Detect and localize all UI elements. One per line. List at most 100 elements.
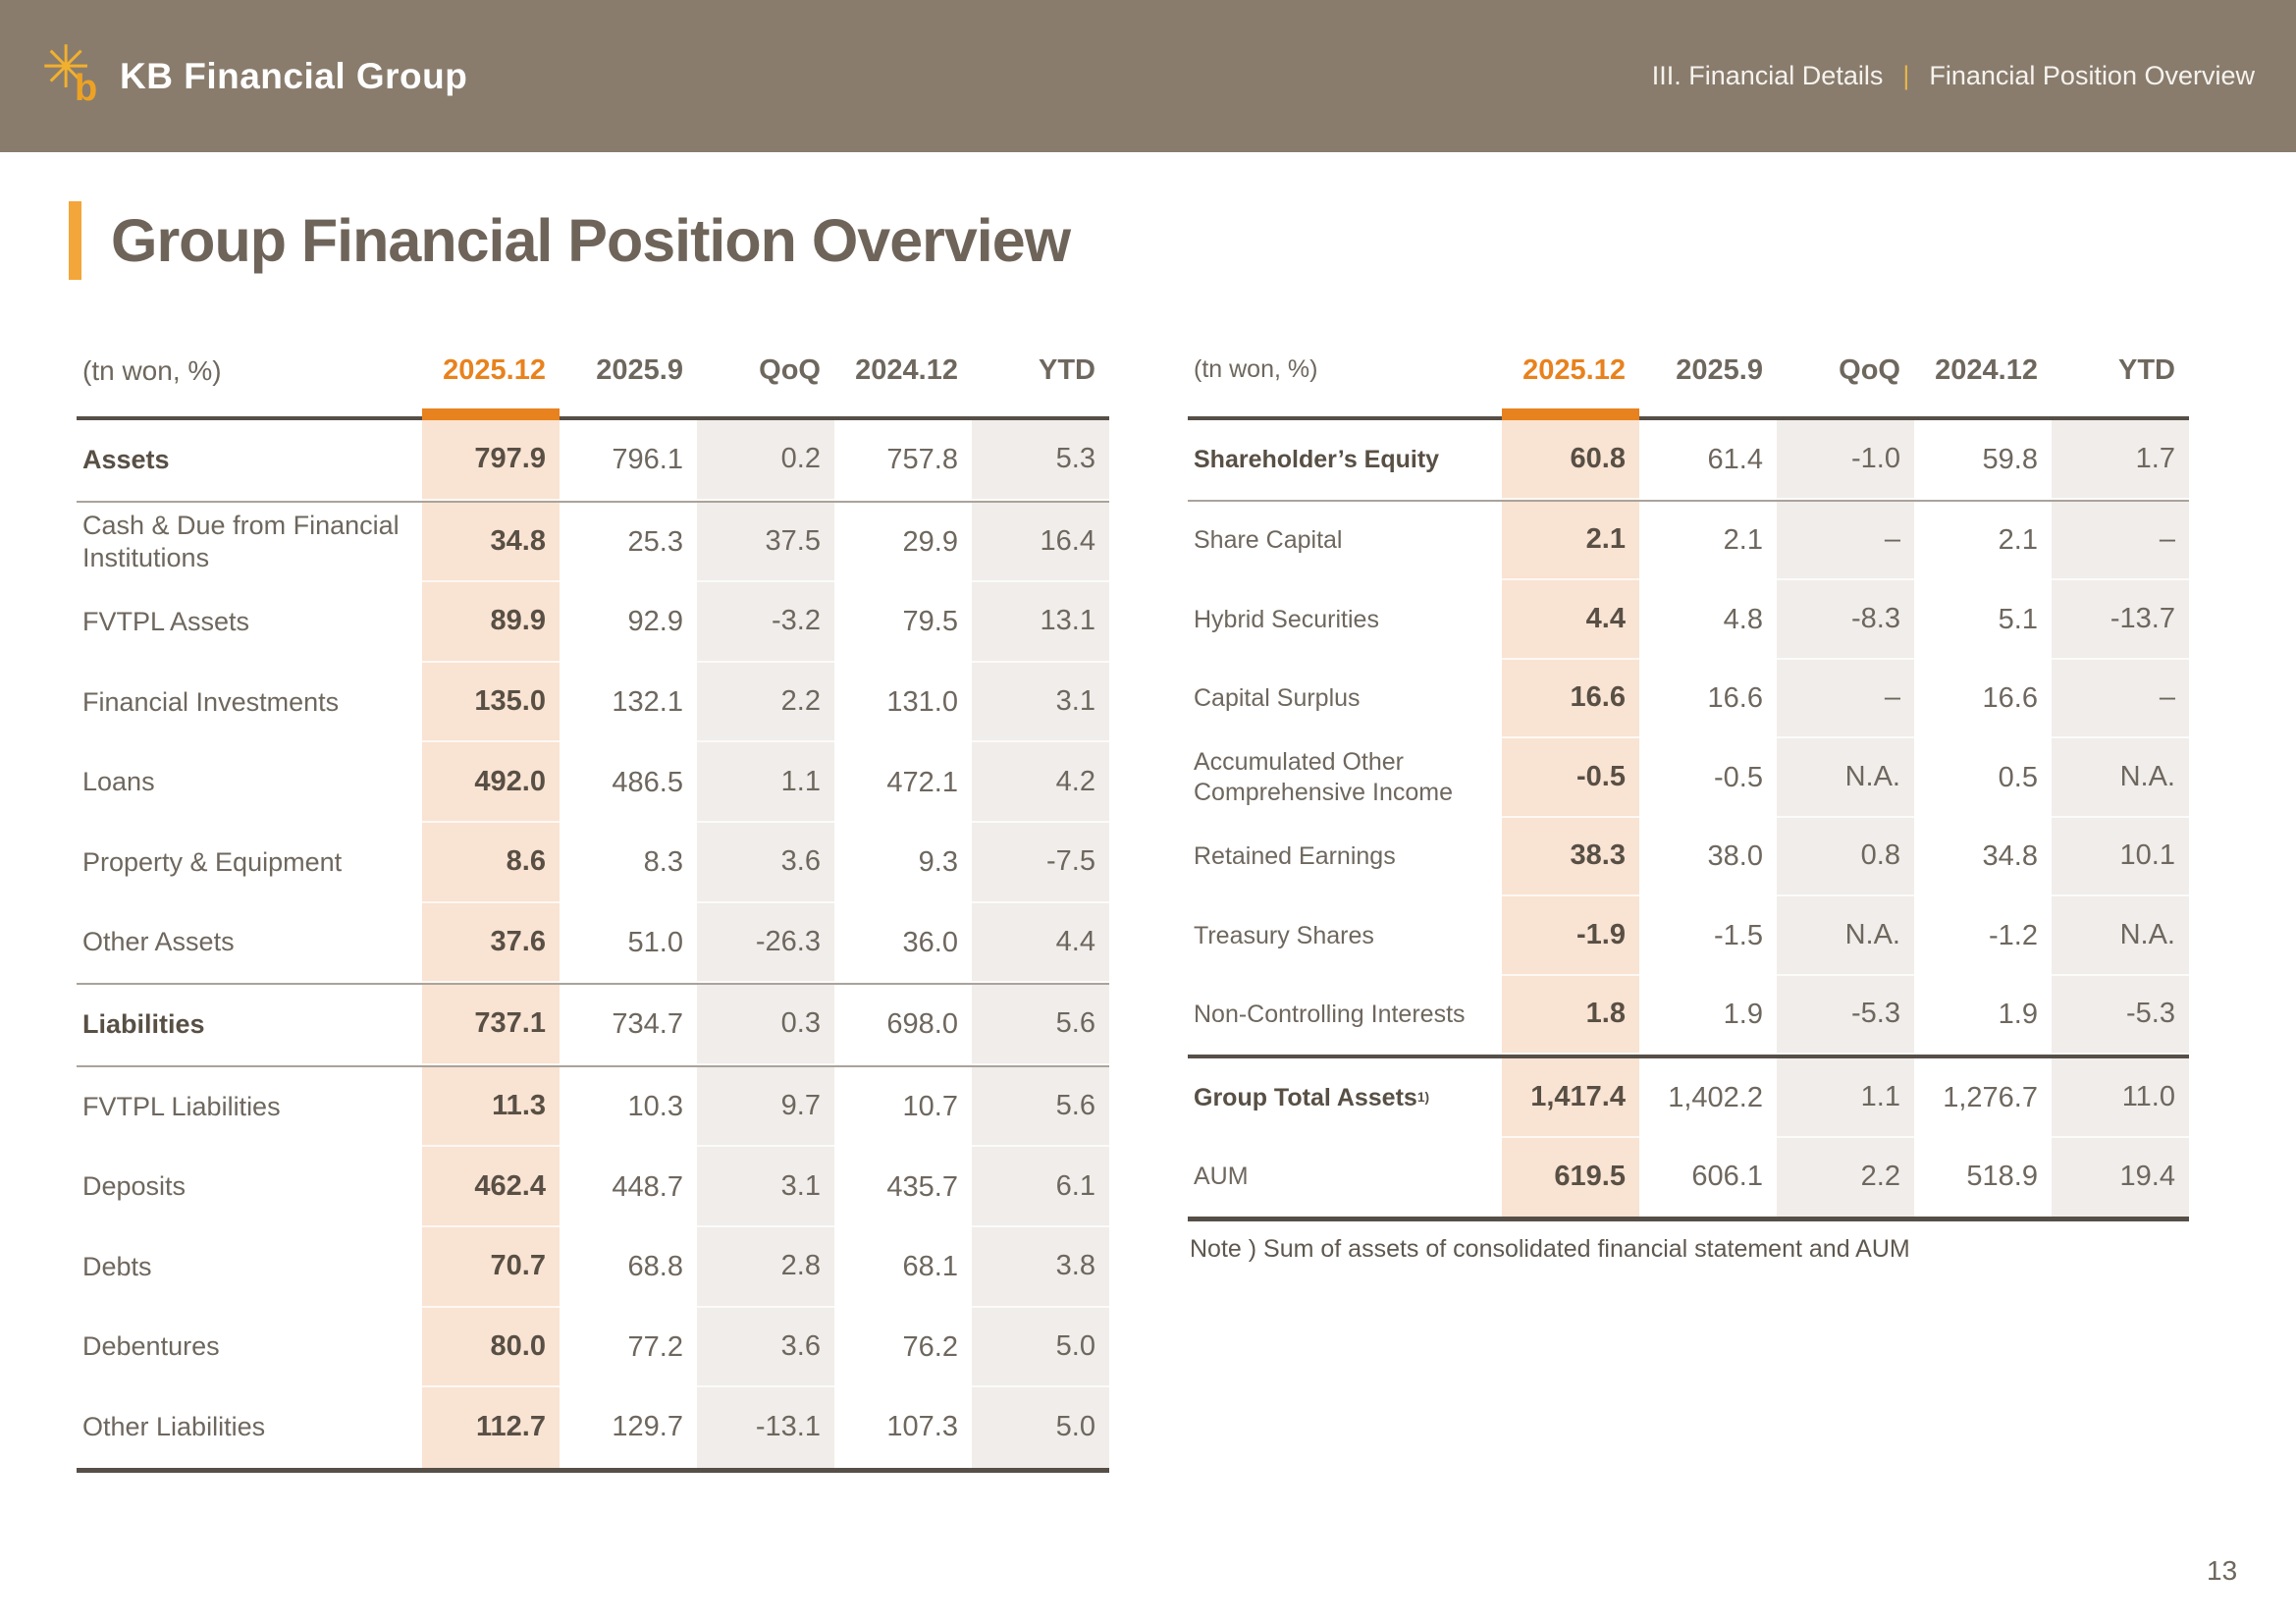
table-row: Property & Equipment 8.6 8.3 3.6 9.3 -7.5 [77,822,1109,903]
cell-value: 619.5 [1502,1137,1639,1217]
table-body: Shareholder’s Equity 60.8 61.4 -1.0 59.8 1.7 S… [1188,420,2189,1221]
column-header-qoq: QoQ [759,353,821,386]
table-row: Shareholder’s Equity 60.8 61.4 -1.0 59.8 1.7 [1188,420,2189,500]
cell-value: 132.1 [612,686,683,719]
row-label: FVTPL Liabilities [82,1091,281,1121]
cell-value: 1.8 [1502,975,1639,1055]
breadcrumb-page: Financial Position Overview [1929,61,2255,90]
cell-value: 112.7 [422,1387,560,1468]
row-label: Accumulated Other Comprehensive Income [1194,748,1454,807]
row-label: Liabilities [82,1009,205,1040]
table-row: FVTPL Assets 89.9 92.9 -3.2 79.5 13.1 [77,582,1109,663]
table-row: Hybrid Securities 4.4 4.8 -8.3 5.1 -13.7 [1188,580,2189,660]
table-row: Deposits 462.4 448.7 3.1 435.7 6.1 [77,1147,1109,1227]
cell-value: 131.0 [886,686,958,719]
cell-value: 3.1 [697,1147,834,1227]
cell-value: 472.1 [886,766,958,798]
cell-value: 4.4 [1502,580,1639,660]
footnote: Note ) Sum of assets of consolidated fin… [1190,1235,1910,1263]
cell-value: 76.2 [902,1330,958,1363]
breadcrumb: III. Financial Details | Financial Posit… [1652,61,2255,91]
cell-value: 435.7 [886,1170,958,1203]
cell-value: 80.0 [422,1307,560,1388]
table-body: Assets 797.9 796.1 0.2 757.8 5.3 Cash & Due fr… [77,420,1109,1473]
kb-logo-icon: ✳ b [41,37,110,111]
cell-value: 0.8 [1777,817,1914,896]
cell-value: -5.3 [1777,975,1914,1055]
table-row: Non-Controlling Interests 1.8 1.9 -5.3 1.9 -5… [1188,975,2189,1055]
cell-value: 698.0 [886,1008,958,1041]
cell-value: 2.2 [1777,1137,1914,1217]
cell-value: 60.8 [1502,420,1639,500]
cell-value: -5.3 [2052,975,2189,1055]
breadcrumb-separator: | [1902,61,1910,90]
table-row: Other Assets 37.6 51.0 -26.3 36.0 4.4 [77,902,1109,984]
cell-value: 29.9 [902,525,958,558]
table-row: Assets 797.9 796.1 0.2 757.8 5.3 [77,420,1109,501]
cell-value: 3.1 [972,662,1109,743]
page-number: 13 [2207,1555,2238,1586]
cell-value: 2.1 [1502,501,1639,580]
table-row: FVTPL Liabilities 11.3 10.3 9.7 10.7 5.6 [77,1064,1109,1148]
cell-value: 61.4 [1707,443,1763,475]
cell-value: 3.6 [697,1307,834,1388]
cell-value: N.A. [1777,896,1914,976]
cell-value: N.A. [2052,738,2189,818]
cell-value: – [2052,659,2189,738]
table-row: Other Liabilities 112.7 129.7 -13.1 107.3 5.0 [77,1387,1109,1468]
cell-value: 10.1 [2052,817,2189,896]
cell-value: 16.4 [972,502,1109,583]
cell-value: 79.5 [902,606,958,638]
column-header-unit: (tn won, %) [82,354,222,386]
cell-value: -1.2 [1989,919,2038,951]
row-label: Hybrid Securities [1194,605,1379,633]
table-header-row: (tn won, %) 2025.12 2025.9 QoQ 2024.12 Y… [77,324,1109,420]
table-row: Group Total Assets 1) 1,417.4 1,402.2 1.1 1,2… [1188,1055,2189,1138]
cell-value: -1.9 [1502,896,1639,976]
table-row: Capital Surplus 16.6 16.6–16.6– [1188,659,2189,738]
assets-liabilities-table: (tn won, %) 2025.12 2025.9 QoQ 2024.12 Y… [77,324,1109,1473]
cell-value: 89.9 [422,582,560,663]
cell-value: 34.8 [1982,840,2038,873]
cell-value: 25.3 [627,525,683,558]
cell-value: 492.0 [422,742,560,823]
cell-value: 448.7 [612,1170,683,1203]
cell-value: 796.1 [612,444,683,476]
column-header-2025-9: 2025.9 [596,353,683,386]
cell-value: 68.1 [902,1251,958,1283]
cell-value: – [2052,501,2189,580]
cell-value: 4.2 [972,742,1109,823]
column-header-2025-9: 2025.9 [1676,353,1763,386]
cell-value: -0.5 [1714,761,1763,793]
cell-value: 0.3 [697,985,834,1065]
row-label: Property & Equipment [82,846,343,877]
top-bar: ✳ b KB Financial Group III. Financial De… [0,0,2296,152]
cell-value: 1.1 [1777,1058,1914,1138]
page-title: Group Financial Position Overview [111,207,1071,274]
cell-value: 2.1 [1723,524,1763,557]
row-label: Capital Surplus [1194,684,1361,713]
row-label: Debts [82,1251,152,1281]
cell-value: N.A. [2052,896,2189,976]
table-row: Loans 492.0 486.5 1.1 472.1 4.2 [77,742,1109,823]
table-row: Retained Earnings 38.3 38.0 0.8 34.8 10.1 [1188,817,2189,896]
cell-value: 0.5 [1998,761,2038,793]
cell-value: 51.0 [627,926,683,958]
cell-value: 606.1 [1691,1161,1763,1193]
cell-value: 8.3 [643,846,683,879]
column-header-qoq: QoQ [1839,353,1900,386]
row-label: Cash & Due from Financial Institutions [82,510,400,573]
row-label: Financial Investments [82,686,340,717]
cell-value: 1,417.4 [1502,1058,1639,1138]
cell-value: 8.6 [422,822,560,903]
kb-logo-b: b [75,67,98,109]
table-row: Cash & Due from Financial Institutions 34… [77,500,1109,583]
column-header-2024-12: 2024.12 [1935,353,2038,386]
cell-value: 11.3 [422,1066,560,1148]
row-label: Retained Earnings [1194,842,1396,871]
cell-value: -13.1 [697,1387,834,1468]
column-header-2024-12: 2024.12 [855,353,958,386]
row-label: Assets [82,444,170,474]
cell-value: 9.7 [697,1066,834,1148]
cell-value: 37.5 [697,502,834,583]
